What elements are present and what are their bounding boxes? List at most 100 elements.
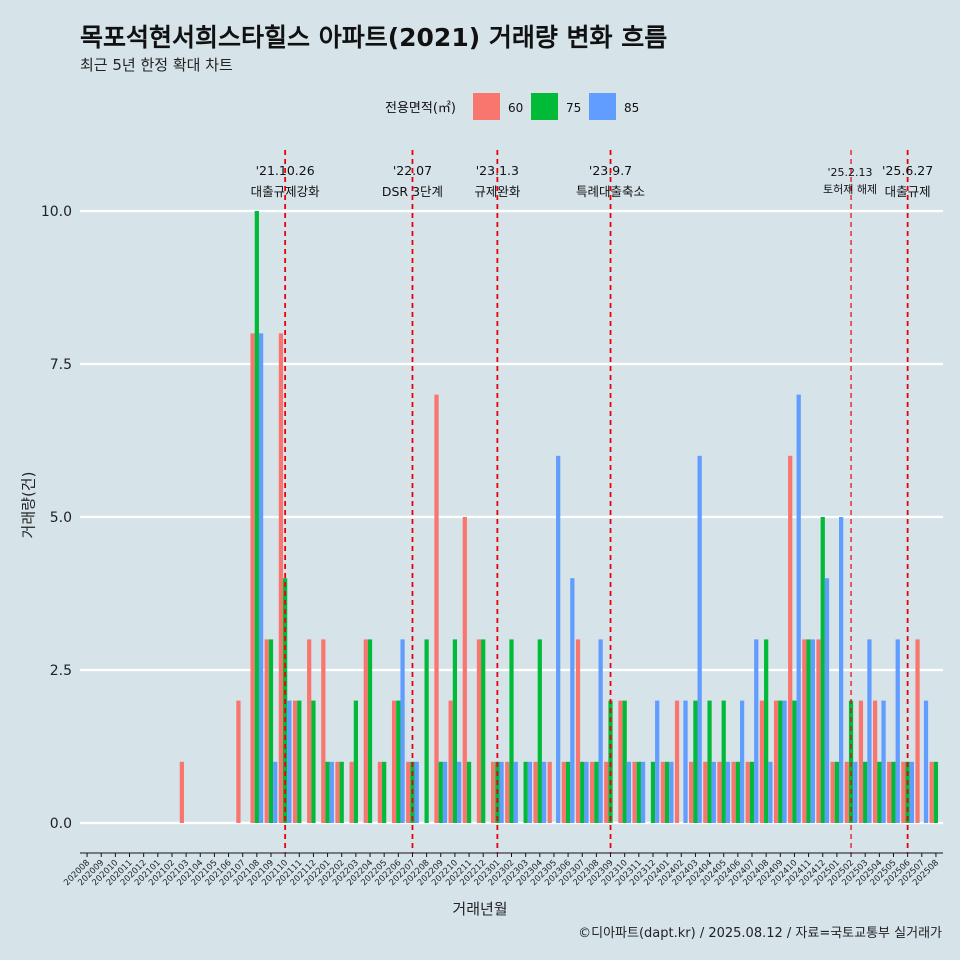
bar-75-202211 bbox=[466, 761, 472, 823]
bar-60-202201 bbox=[321, 639, 326, 823]
bar-85-202403 bbox=[697, 455, 702, 823]
bar-85-202401 bbox=[669, 761, 674, 823]
bar-85-202501 bbox=[839, 517, 844, 823]
y-tick-label: 2.5 bbox=[50, 663, 72, 679]
bar-60-202508 bbox=[929, 761, 934, 823]
bar-75-202109 bbox=[268, 639, 274, 823]
bar-75-202409 bbox=[778, 700, 783, 823]
bar-75-202203 bbox=[353, 700, 358, 823]
bar-75-202311 bbox=[636, 761, 641, 823]
bar-60-202211 bbox=[462, 517, 467, 823]
bar-85-202209 bbox=[442, 761, 448, 823]
bar-85-202312 bbox=[655, 700, 660, 823]
bar-85-202305 bbox=[556, 455, 561, 823]
bar-85-202409 bbox=[782, 700, 787, 823]
bar-75-202310 bbox=[622, 700, 627, 823]
bar-85-202506 bbox=[909, 761, 914, 823]
bar-85-202504 bbox=[881, 700, 886, 823]
legend-swatch-60 bbox=[473, 93, 500, 120]
bar-85-202210 bbox=[457, 761, 462, 823]
bar-75-202412 bbox=[820, 517, 825, 823]
legend-label: 75 bbox=[566, 101, 581, 115]
bar-60-202107 bbox=[236, 700, 241, 823]
event-label: 대출규제강화 bbox=[251, 184, 321, 199]
bar-75-202304 bbox=[537, 639, 542, 823]
bar-75-202212 bbox=[481, 639, 486, 823]
bar-60-202311 bbox=[632, 761, 637, 823]
chart-title: 목포석현서희스타힐스 아파트(2021) 거래량 변화 흐름 bbox=[80, 23, 668, 52]
bar-75-202406 bbox=[735, 761, 740, 823]
bar-75-202411 bbox=[806, 639, 811, 823]
bar-60-202207 bbox=[406, 761, 411, 823]
bar-60-202505 bbox=[887, 761, 892, 823]
bar-60-202110 bbox=[278, 333, 284, 823]
bar-85-202502 bbox=[853, 761, 858, 823]
bar-75-202108 bbox=[254, 211, 259, 823]
bar-85-202303 bbox=[527, 761, 533, 823]
bar-60-202412 bbox=[816, 639, 821, 823]
bar-75-202401 bbox=[665, 761, 670, 823]
bar-60-202210 bbox=[448, 700, 453, 823]
bar-75-202407 bbox=[749, 761, 755, 823]
legend-label: 60 bbox=[508, 101, 523, 115]
bar-75-202505 bbox=[891, 761, 896, 823]
event-date: '25.6.27 bbox=[882, 163, 933, 178]
bar-85-202306 bbox=[570, 578, 575, 823]
bar-85-202406 bbox=[739, 700, 745, 823]
legend-label: 85 bbox=[624, 101, 639, 115]
bar-85-202507 bbox=[923, 700, 929, 823]
bar-75-202210 bbox=[452, 639, 458, 823]
bar-85-202304 bbox=[541, 761, 547, 823]
bar-60-202302 bbox=[505, 761, 510, 823]
bar-60-202307 bbox=[575, 639, 581, 823]
bar-75-202112 bbox=[311, 700, 316, 823]
y-tick-label: 0.0 bbox=[50, 816, 72, 832]
bar-75-202204 bbox=[367, 639, 373, 823]
y-tick-label: 5.0 bbox=[50, 510, 72, 526]
bar-85-202404 bbox=[711, 761, 716, 823]
bar-60-202209 bbox=[434, 394, 439, 823]
bar-60-202109 bbox=[264, 639, 269, 823]
bar-85-202301 bbox=[499, 761, 504, 823]
bar-60-202408 bbox=[759, 700, 765, 823]
source-caption: ©디아파트(dapt.kr) / 2025.08.12 / 자료=국토교통부 실… bbox=[578, 926, 942, 941]
bar-60-202403 bbox=[689, 761, 694, 823]
bar-60-202506 bbox=[901, 761, 906, 823]
event-date: '21.10.26 bbox=[256, 163, 315, 178]
bar-75-202303 bbox=[523, 761, 528, 823]
bar-75-202501 bbox=[834, 761, 840, 823]
bar-85-202310 bbox=[626, 761, 632, 823]
bar-60-202310 bbox=[618, 700, 623, 823]
bar-60-202204 bbox=[363, 639, 368, 823]
bar-60-202404 bbox=[703, 761, 708, 823]
bar-60-202410 bbox=[788, 455, 793, 823]
bar-75-202502 bbox=[848, 700, 854, 823]
event-date: '22.07 bbox=[393, 163, 432, 178]
bar-85-202407 bbox=[754, 639, 759, 823]
legend-title: 전용면적(㎡) bbox=[385, 101, 456, 116]
bar-75-202405 bbox=[721, 700, 726, 823]
bar-85-202505 bbox=[895, 639, 900, 823]
bar-85-202410 bbox=[796, 394, 801, 823]
bar-75-202206 bbox=[396, 700, 401, 823]
bar-75-202208 bbox=[424, 639, 429, 823]
bar-85-202408 bbox=[768, 761, 773, 823]
bar-75-202312 bbox=[650, 761, 656, 823]
bar-60-202306 bbox=[561, 761, 566, 823]
bar-75-202302 bbox=[509, 639, 514, 823]
bar-85-202405 bbox=[725, 761, 731, 823]
bar-60-202401 bbox=[660, 761, 666, 823]
bar-75-202503 bbox=[863, 761, 868, 823]
y-axis-label: 거래량(건) bbox=[19, 471, 38, 539]
bar-85-202207 bbox=[414, 761, 419, 823]
bar-60-202203 bbox=[349, 761, 354, 823]
bar-85-202307 bbox=[584, 761, 589, 823]
event-label: 특례대출축소 bbox=[576, 184, 645, 199]
bar-60-202502 bbox=[844, 761, 849, 823]
bar-60-202405 bbox=[717, 761, 722, 823]
legend-swatch-75 bbox=[531, 93, 558, 120]
bar-75-202408 bbox=[764, 639, 769, 823]
bar-85-202402 bbox=[683, 700, 688, 823]
bar-75-202508 bbox=[933, 761, 939, 823]
